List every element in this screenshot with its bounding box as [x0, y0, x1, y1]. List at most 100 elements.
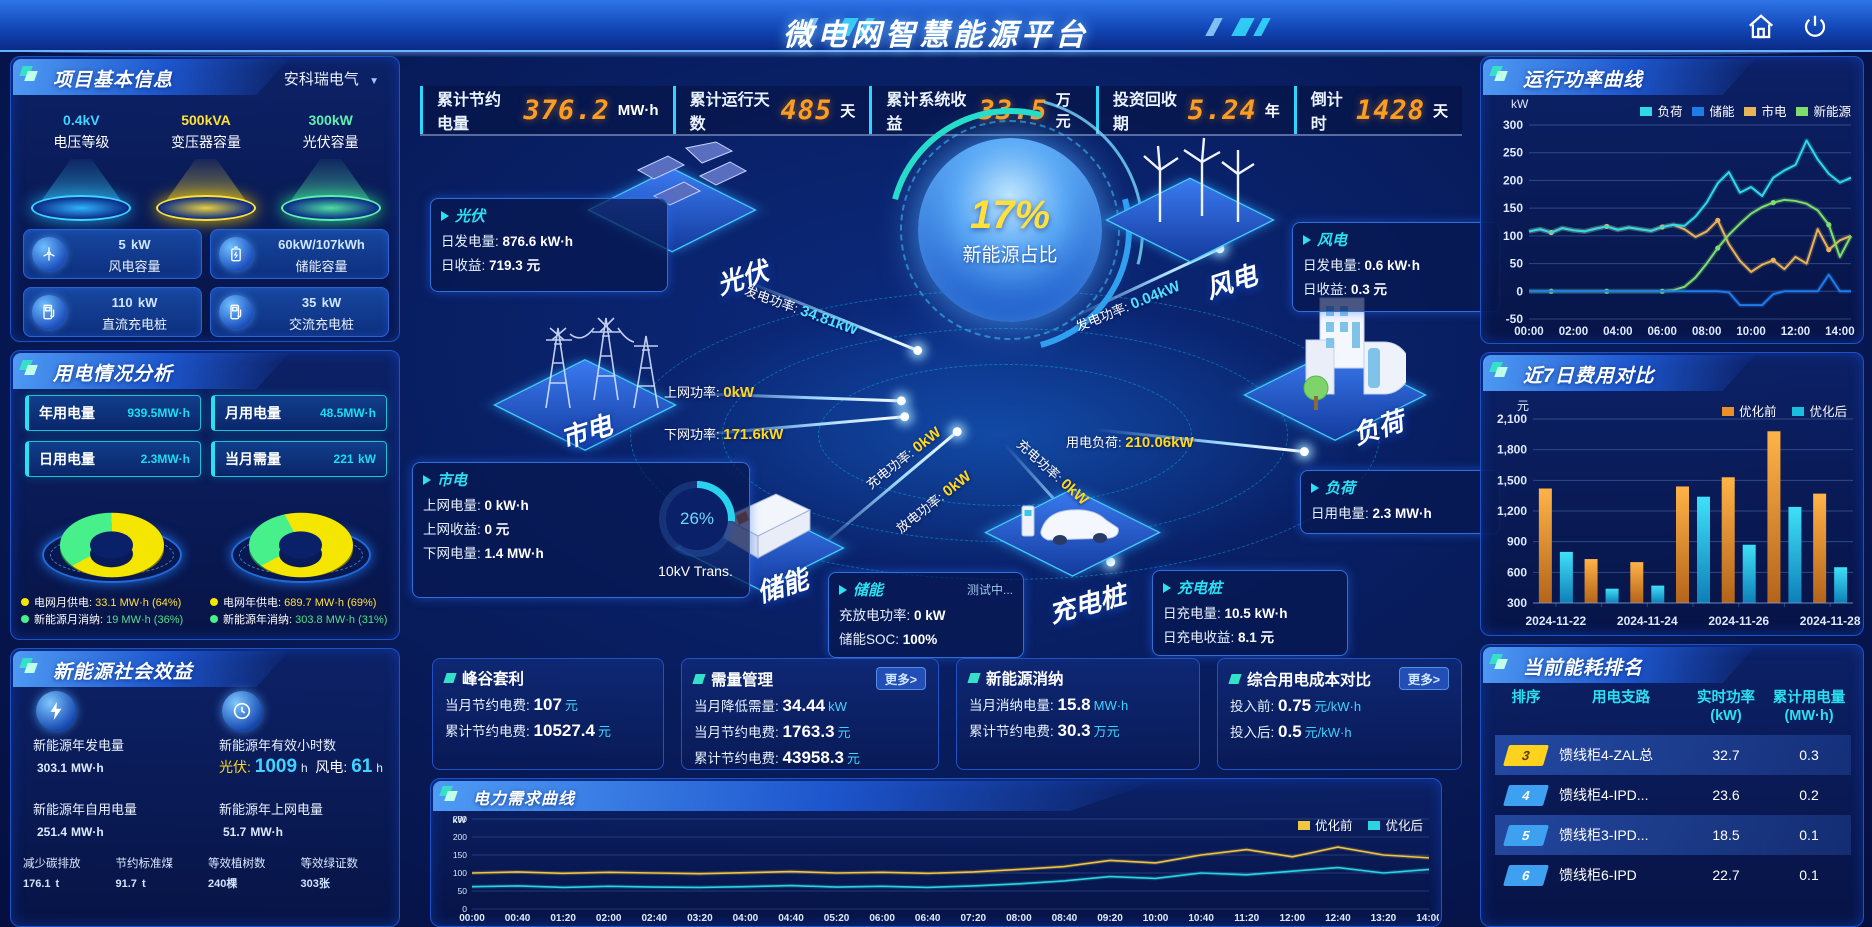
donut-year-chart — [248, 512, 353, 578]
svg-text:07:20: 07:20 — [960, 913, 986, 924]
power-value: 18.5 — [1712, 827, 1740, 843]
gauge-label: 10kV Trans. — [658, 563, 733, 579]
arrow-icon — [1303, 234, 1311, 245]
svg-text:200: 200 — [1503, 173, 1523, 187]
legend-value: 19 MW·h (36%) — [106, 614, 184, 626]
table-row[interactable]: 4 馈线柜4-IPD... 23.6 0.2 — [1495, 775, 1851, 815]
svg-text:150: 150 — [453, 850, 467, 860]
summary-row: 峰谷套利 当月节约电费: 107 元 累计节约电费: 10527.4 元 需量管理 更… — [432, 658, 1462, 770]
legend-swatch — [1792, 407, 1805, 416]
panel-social-benefit: 新能源社会效益 新能源年发电量 303.1 MW·h 新能源年有效小时数 光伏: … — [10, 648, 400, 927]
stat-label: 月用电量 — [225, 405, 281, 421]
legend-swatch — [1368, 821, 1381, 830]
card-label: 交流充电桩 — [288, 317, 354, 332]
home-icon[interactable] — [1746, 12, 1776, 42]
mini-unit: t — [55, 878, 60, 890]
svg-text:100: 100 — [1503, 229, 1523, 243]
legend-label: 优化前 — [1314, 819, 1353, 833]
demand-legend: 优化前 优化后 — [1297, 815, 1423, 834]
kpi-saved-energy: 累计节约电量 376.2 MW·h — [420, 86, 673, 134]
kpi-label: 投资回收期 — [1112, 92, 1177, 133]
svg-text:03:20: 03:20 — [687, 913, 713, 924]
panel-title: 用电情况分析 — [53, 364, 174, 385]
clock-icon — [219, 691, 265, 731]
corner-icon — [967, 673, 981, 683]
legend-label: 优化后 — [1809, 405, 1847, 419]
wind-node-label: 风电 — [1202, 259, 1261, 305]
corner-icon — [1228, 673, 1242, 684]
benefit-label: 新能源年发电量 — [33, 738, 125, 753]
charger-car-illustration — [1012, 488, 1142, 563]
legend-swatch — [1297, 821, 1310, 830]
legend-dot — [210, 615, 218, 623]
charger-info-card: 充电桩 日充电量: 10.5 kW·h 日充电收益: 8.1 元 — [1152, 570, 1348, 656]
panel-corner-icon — [1491, 66, 1511, 86]
svg-text:2024-11-28: 2024-11-28 — [1800, 614, 1861, 628]
testing-badge: 测试中... — [966, 583, 1013, 597]
energy-hub: 17% 新能源占比 — [826, 46, 1194, 414]
more-button[interactable]: 更多> — [875, 667, 926, 690]
usage-stats: 年用电量 939.5MW·h 月用电量 48.5MW·h 日用电量 2.3MW·h 当… — [25, 395, 387, 477]
panel-header: 项目基本信息 安科瑞电气 ▼ — [13, 59, 397, 95]
table-row[interactable]: 3 馈线柜4-ZAL总 32.7 0.3 — [1495, 735, 1851, 775]
power-value: 32.7 — [1712, 747, 1740, 763]
stat-day-usage: 日用电量 2.3MW·h — [25, 441, 201, 477]
rank-badge: 5 — [1502, 824, 1550, 846]
panel-header: 电力需求曲线 — [433, 781, 1439, 811]
svg-text:10:00: 10:00 — [1143, 913, 1169, 924]
mini-value: 176.1 — [23, 878, 51, 890]
legend-label: 新能源 — [1813, 105, 1851, 119]
benefit-unit: MW·h — [250, 825, 284, 839]
mini-certs: 等效绿证数 303张 — [299, 855, 392, 892]
branch-name: 馈线柜4-ZAL总 — [1559, 747, 1654, 763]
svg-text:200: 200 — [453, 832, 467, 842]
stat-value: 2.3 — [140, 452, 158, 466]
top-bar: 微电网智慧能源平台 — [0, 0, 1872, 58]
svg-text:00:40: 00:40 — [505, 913, 531, 924]
spotlight-voltage: 0.4kV 电压等级 — [22, 103, 140, 223]
svg-text:04:00: 04:00 — [733, 913, 759, 924]
panel-title: 电力需求曲线 — [473, 791, 576, 808]
power-icon[interactable] — [1800, 12, 1830, 42]
card-wind-capacity: 5 kW 风电容量 — [23, 229, 202, 279]
stat-label: 日用电量 — [39, 451, 95, 467]
card-title: 风电 — [1317, 232, 1348, 249]
svg-text:900: 900 — [1507, 535, 1527, 549]
flow-grid-down-power: 下网功率: 171.6kW — [664, 426, 784, 443]
svg-text:04:40: 04:40 — [778, 913, 804, 924]
svg-text:05:20: 05:20 — [824, 913, 850, 924]
spotlight-unit: kVA — [204, 112, 231, 128]
legend-swatch — [1721, 407, 1734, 416]
panel-title: 当前能耗排名 — [1523, 658, 1644, 679]
donut-month-legend: 电网月供电: 33.1 MW·h (64%) 新能源月消纳: 19 MW·h (… — [21, 595, 205, 629]
card-title: 市电 — [437, 472, 468, 489]
corner-icon — [443, 673, 457, 683]
grid-towers-illustration — [506, 288, 676, 423]
wind-turbines-illustration — [1130, 112, 1260, 237]
title-deco — [1231, 18, 1255, 36]
card-title: 充电桩 — [1177, 580, 1223, 597]
card-value: 110 — [111, 295, 133, 310]
card-title: 储能 — [853, 582, 884, 599]
company-dropdown[interactable]: 安科瑞电气 ▼ — [284, 68, 379, 89]
legend-dot — [21, 615, 29, 623]
company-name: 安科瑞电气 — [283, 71, 359, 88]
table-row[interactable]: 6 馈线柜6-IPD 22.7 0.1 — [1495, 855, 1851, 895]
svg-text:-50: -50 — [1506, 312, 1524, 326]
more-button[interactable]: 更多> — [1398, 667, 1449, 690]
mini-coal: 节约标准煤 91.7 t — [114, 855, 207, 892]
svg-text:250: 250 — [1503, 146, 1523, 160]
svg-text:14:00: 14:00 — [1825, 326, 1854, 338]
wind-turbine-icon — [32, 237, 66, 271]
legend-dot — [21, 598, 29, 606]
stat-month-usage: 月用电量 48.5MW·h — [211, 395, 387, 431]
svg-text:0: 0 — [1516, 284, 1523, 298]
stat-label: 年用电量 — [39, 405, 95, 421]
card-label: 直流充电桩 — [101, 317, 167, 332]
panel-usage-analysis: 用电情况分析 年用电量 939.5MW·h 月用电量 48.5MW·h 日用电量 2.… — [10, 350, 400, 640]
table-row[interactable]: 5 馈线柜3-IPD... 18.5 0.1 — [1495, 815, 1851, 855]
card-value: 5 — [118, 237, 126, 252]
cost-compare-chart: 300 600 900 1,200 1,500 1,800 2,100 2024-11-22 2… — [1497, 412, 1861, 628]
mini-label: 节约标准煤 — [115, 858, 174, 870]
